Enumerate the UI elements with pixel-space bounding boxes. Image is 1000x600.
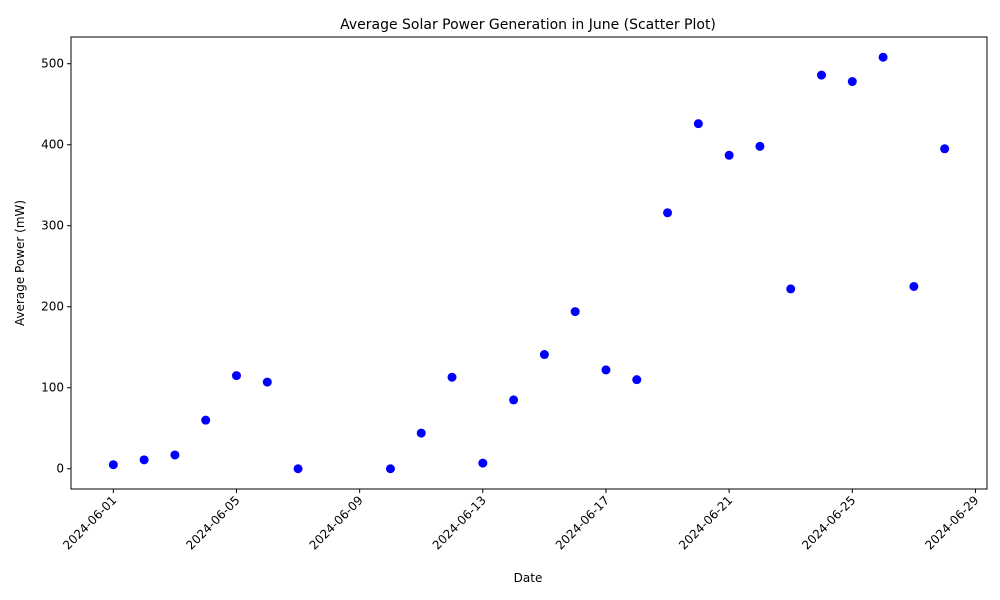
data-point <box>632 375 642 385</box>
data-point <box>878 52 888 62</box>
data-point <box>570 307 580 317</box>
data-point <box>447 372 457 382</box>
x-axis-title: Date <box>514 571 543 585</box>
data-point <box>108 460 118 470</box>
data-point <box>847 77 857 87</box>
data-point <box>293 464 303 474</box>
data-point <box>817 70 827 80</box>
data-point <box>385 464 395 474</box>
data-point <box>231 371 241 381</box>
y-tick-label: 0 <box>56 462 64 476</box>
data-point <box>539 350 549 360</box>
plot-frame <box>70 36 988 490</box>
data-point <box>663 208 673 218</box>
data-point <box>416 428 426 438</box>
y-axis-ticks: 0 100 200 300 400 500 <box>41 57 71 476</box>
data-point <box>509 395 519 405</box>
data-point <box>909 281 919 291</box>
y-tick-label: 500 <box>41 57 64 71</box>
data-point <box>478 458 488 468</box>
data-point <box>139 455 149 465</box>
data-point <box>170 450 180 460</box>
y-tick-label: 400 <box>41 138 64 152</box>
y-axis-title: Average Power (mW) <box>13 200 27 326</box>
data-point <box>940 144 950 154</box>
data-point <box>786 284 796 294</box>
data-point <box>262 377 272 387</box>
data-points <box>108 52 950 474</box>
y-tick-label: 200 <box>41 300 64 314</box>
data-point <box>601 365 611 375</box>
y-tick-label: 300 <box>41 219 64 233</box>
chart-title: Average Solar Power Generation in June (… <box>340 17 716 33</box>
data-point <box>755 141 765 151</box>
data-point <box>693 119 703 129</box>
data-point <box>724 150 734 160</box>
data-point <box>201 415 211 425</box>
y-tick-label: 100 <box>41 381 64 395</box>
